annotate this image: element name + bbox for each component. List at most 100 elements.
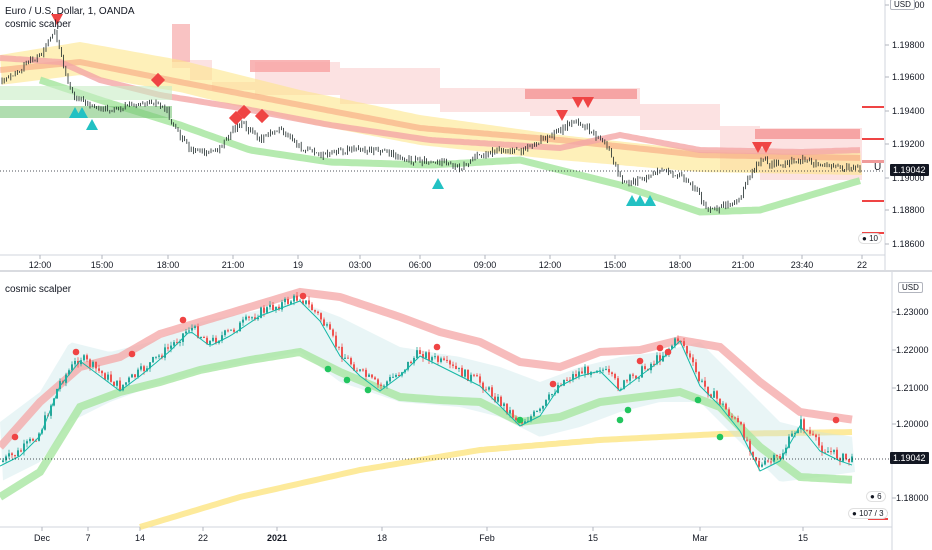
candle: [338, 346, 340, 348]
candle: [764, 460, 766, 465]
candle: [341, 346, 343, 359]
buy-signal-marker: [634, 195, 646, 206]
pane-divider[interactable]: [0, 270, 932, 272]
candle: [635, 375, 637, 379]
candle: [221, 335, 223, 341]
candle: [23, 443, 25, 452]
support-zone: [0, 106, 172, 118]
candle: [200, 337, 202, 339]
candle: [257, 317, 259, 320]
buy-signal-dot: [364, 386, 372, 394]
candle: [440, 358, 442, 362]
events-badge-top[interactable]: ● 10: [858, 233, 882, 244]
candle: [587, 366, 589, 375]
sell-signal-dot: [832, 416, 840, 424]
candle: [656, 355, 658, 365]
candle: [473, 374, 475, 376]
candle: [650, 363, 652, 371]
candle: [458, 367, 460, 369]
price-marker-top: U: [874, 162, 882, 173]
candle: [122, 384, 124, 391]
candle: [95, 361, 97, 369]
candle: [800, 419, 802, 430]
y-tick-label: 1.18800: [892, 205, 925, 215]
events-count-a: 6: [877, 492, 882, 501]
candle: [722, 403, 724, 405]
candle: [395, 374, 397, 377]
candle: [110, 374, 112, 382]
candle: [812, 433, 814, 435]
candle: [614, 374, 616, 379]
candle: [113, 381, 115, 386]
bottom-chart-pane[interactable]: 1.23000 1.22000 1.21000 1.20000 1.18000 Dec 7 1…: [0, 272, 932, 550]
candle: [359, 369, 361, 371]
candle: [158, 355, 160, 357]
bottom-chart-canvas[interactable]: 1.23000 1.22000 1.21000 1.20000 1.18000 Dec 7 1…: [0, 272, 932, 550]
candle: [830, 451, 832, 453]
candle: [734, 417, 736, 419]
candle: [8, 453, 10, 457]
x-tick-label: Mar: [692, 533, 708, 543]
resistance-zone: [640, 104, 720, 130]
candle: [347, 357, 349, 359]
candle: [761, 464, 763, 467]
candle: [620, 388, 622, 390]
candle: [128, 377, 130, 383]
x-tick-label: 09:00: [474, 260, 497, 270]
candle: [26, 441, 28, 444]
candle: [284, 298, 286, 303]
candle: [281, 302, 283, 310]
buy-signal-dot: [516, 416, 524, 424]
candle: [776, 455, 778, 457]
candle: [455, 365, 457, 369]
level-marker: [862, 138, 884, 140]
indicator-label-top[interactable]: cosmic scalper: [5, 19, 72, 30]
candle: [608, 368, 610, 373]
currency-label-bottom[interactable]: USD: [898, 282, 923, 293]
candle: [374, 377, 376, 380]
indicator-label-bottom[interactable]: cosmic scalper: [5, 284, 72, 295]
candle: [437, 356, 439, 362]
x-tick-label: 18: [377, 533, 387, 543]
candle: [797, 429, 799, 434]
candle: [296, 295, 298, 301]
candle: [749, 440, 751, 452]
top-chart-canvas[interactable]: 1.200001.198001.196001.194001.192001.190…: [0, 0, 932, 270]
candle: [29, 438, 31, 442]
x-tick-label: 23:40: [791, 260, 814, 270]
candle: [203, 337, 205, 339]
candle: [506, 403, 508, 414]
candle: [293, 295, 295, 302]
events-separator: /: [874, 509, 877, 518]
candle: [842, 453, 844, 462]
level-marker: [868, 518, 888, 520]
candle: [185, 331, 187, 334]
candle: [569, 379, 571, 381]
level-marker: [862, 106, 884, 108]
candle: [527, 420, 529, 422]
currency-label-top[interactable]: USD: [890, 0, 915, 10]
resistance-zone: [250, 60, 330, 72]
x-tick-label: 14: [135, 533, 145, 543]
candle: [737, 418, 739, 423]
buy-signal-dot: [624, 406, 632, 414]
upper-channel-band: [0, 287, 853, 450]
events-badge-bottom-b[interactable]: ● 107 / 3: [848, 508, 888, 519]
candle: [710, 394, 712, 398]
events-badge-bottom-a[interactable]: ● 6: [866, 491, 886, 502]
top-chart-pane[interactable]: 1.200001.198001.196001.194001.192001.190…: [0, 0, 932, 270]
candle: [50, 405, 52, 416]
candle: [719, 398, 721, 405]
candle: [461, 367, 463, 377]
candle: [659, 355, 661, 362]
candle: [68, 370, 70, 375]
candle: [371, 374, 373, 378]
candle: [752, 451, 754, 458]
candle: [479, 376, 481, 383]
candle: [695, 362, 697, 373]
candle: [725, 403, 727, 410]
candle: [335, 335, 337, 347]
buy-signal-marker: [86, 119, 98, 130]
candle: [848, 459, 850, 462]
buy-signal-marker: [76, 107, 88, 118]
